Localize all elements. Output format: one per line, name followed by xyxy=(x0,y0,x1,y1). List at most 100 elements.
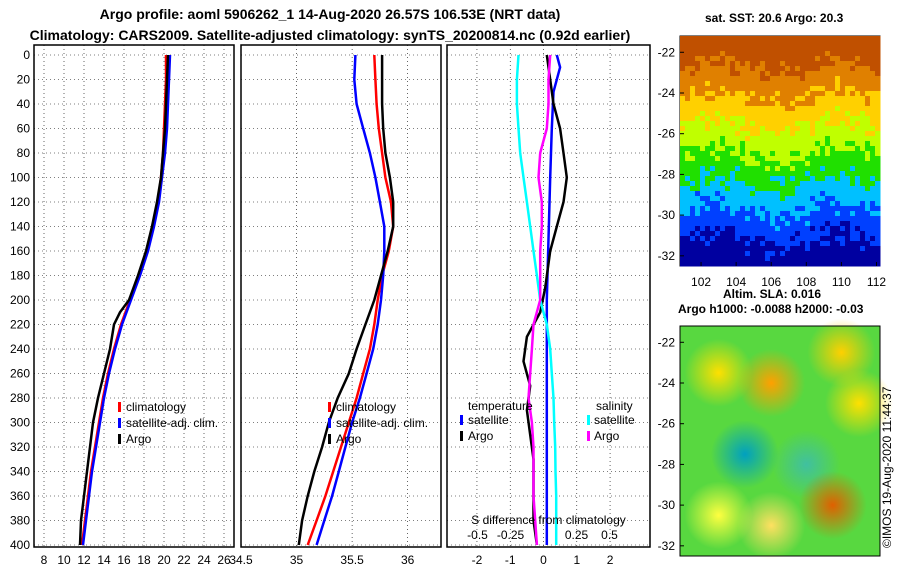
sst-cell xyxy=(680,261,686,267)
sst-cell xyxy=(680,186,686,192)
sst-cell xyxy=(810,101,816,107)
sst-cell xyxy=(765,71,771,77)
sst-cell xyxy=(685,91,691,97)
sst-cell xyxy=(710,121,716,127)
sst-cell xyxy=(870,241,876,247)
sst-cell xyxy=(810,66,816,72)
sst-cell xyxy=(790,196,796,202)
sst-cell xyxy=(830,91,836,97)
sst-cell xyxy=(785,241,791,247)
sst-cell xyxy=(715,56,721,62)
y-tick-label: 220 xyxy=(10,318,30,332)
sst-cell xyxy=(855,86,861,92)
sst-cell xyxy=(875,176,881,182)
sst-cell xyxy=(820,211,826,217)
sst-cell xyxy=(855,186,861,192)
sst-cell xyxy=(875,126,881,132)
sst-cell xyxy=(825,146,831,152)
sst-y-tick-label: -24 xyxy=(658,86,676,100)
sst-cell xyxy=(680,256,686,262)
sst-cell xyxy=(855,181,861,187)
sst-cell xyxy=(710,46,716,52)
sst-cell xyxy=(805,171,811,177)
sst-cell xyxy=(745,231,751,237)
sst-cell xyxy=(805,56,811,62)
sst-cell xyxy=(860,201,866,207)
sst-cell xyxy=(680,201,686,207)
sst-cell xyxy=(800,181,806,187)
sst-cell xyxy=(830,221,836,227)
sst-cell xyxy=(750,151,756,157)
sst-cell xyxy=(680,161,686,167)
sst-cell xyxy=(735,181,741,187)
sst-cell xyxy=(760,66,766,72)
sst-cell xyxy=(735,81,741,87)
sla-blob xyxy=(737,348,806,417)
sst-cell xyxy=(820,176,826,182)
sst-cell xyxy=(875,96,881,102)
sst-cell xyxy=(795,121,801,127)
sst-cell xyxy=(775,61,781,67)
sst-cell xyxy=(845,261,851,267)
sst-cell xyxy=(810,211,816,217)
sst-cell xyxy=(835,111,841,117)
sst-cell xyxy=(865,171,871,177)
sst-cell xyxy=(755,116,761,122)
sst-cell xyxy=(755,126,761,132)
sst-cell xyxy=(825,166,831,172)
sst-cell xyxy=(870,246,876,252)
sst-cell xyxy=(755,146,761,152)
sst-cell xyxy=(750,76,756,82)
sst-cell xyxy=(875,101,881,107)
sst-cell xyxy=(725,116,731,122)
sst-cell xyxy=(810,191,816,197)
sst-cell xyxy=(725,191,731,197)
sst-cell xyxy=(845,61,851,67)
sst-cell xyxy=(745,191,751,197)
sst-cell xyxy=(870,201,876,207)
sst-cell xyxy=(765,101,771,107)
sst-cell xyxy=(730,261,736,267)
sst-cell xyxy=(840,221,846,227)
sst-cell xyxy=(780,61,786,67)
sst-cell xyxy=(760,116,766,122)
sst-cell xyxy=(835,121,841,127)
sst-cell xyxy=(725,86,731,92)
sst-cell xyxy=(715,251,721,257)
sst-cell xyxy=(830,146,836,152)
sst-cell xyxy=(860,176,866,182)
sst-cell xyxy=(860,226,866,232)
sst-cell xyxy=(800,131,806,137)
sst-cell xyxy=(815,51,821,57)
sst-cell xyxy=(725,151,731,157)
sst-cell xyxy=(815,141,821,147)
sst-cell xyxy=(835,81,841,87)
sst-cell xyxy=(850,81,856,87)
sst-cell xyxy=(855,56,861,62)
sst-cell xyxy=(825,216,831,222)
sst-cell xyxy=(835,231,841,237)
sst-cell xyxy=(685,111,691,117)
sst-cell xyxy=(745,106,751,112)
sst-cell xyxy=(775,246,781,252)
sst-cell xyxy=(740,231,746,237)
sst-cell xyxy=(760,186,766,192)
sst-cell xyxy=(785,201,791,207)
sst-cell xyxy=(770,211,776,217)
sst-cell xyxy=(775,251,781,257)
sst-cell xyxy=(760,151,766,157)
sst-cell xyxy=(770,146,776,152)
sst-cell xyxy=(735,91,741,97)
sst-cell xyxy=(715,261,721,267)
sla-map-border xyxy=(679,325,881,557)
sst-cell xyxy=(860,196,866,202)
sst-cell xyxy=(815,201,821,207)
sst-cell xyxy=(755,156,761,162)
sst-cell xyxy=(855,111,861,117)
sst-cell xyxy=(765,211,771,217)
sst-cell xyxy=(720,216,726,222)
sla-y-tick-label: -28 xyxy=(658,457,676,471)
sst-cell xyxy=(845,171,851,177)
sst-cell xyxy=(855,136,861,142)
sst-cell xyxy=(835,261,841,267)
